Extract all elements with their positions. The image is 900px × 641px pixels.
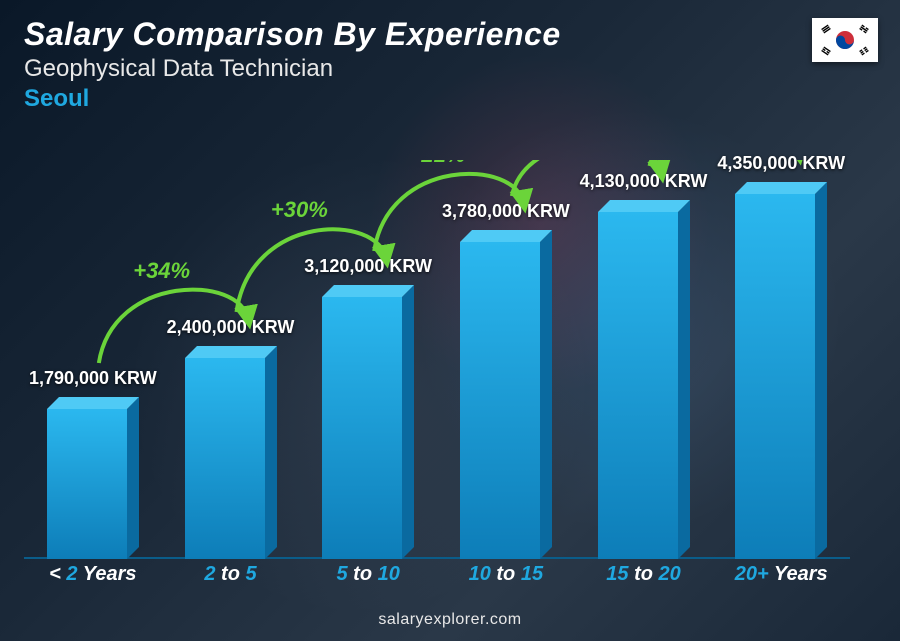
bar [322,297,414,559]
bar-value-label: 2,400,000 KRW [167,317,295,338]
title-subtitle: Geophysical Data Technician [24,55,561,83]
x-axis-label: 2 to 5 [162,563,300,593]
bar-slot: 3,120,000 KRW [299,160,437,559]
bar-top [185,346,277,358]
x-axis-label: 20+ Years [712,563,850,593]
footer-credit: salaryexplorer.com [0,611,900,629]
infographic-stage: Salary Comparison By Experience Geophysi… [0,0,900,641]
bar-value-label: 3,120,000 KRW [304,256,432,277]
bar-top [460,230,552,242]
bar-slot: 4,130,000 KRW [575,160,713,559]
bar-top [598,200,690,212]
bar-slot: 2,400,000 KRW [162,160,300,559]
bar-slot: 4,350,000 KRW [712,160,850,559]
bar-front [598,212,678,559]
bar-front [735,194,815,559]
bar-front [322,297,402,559]
x-labels-row: < 2 Years2 to 55 to 1010 to 1515 to 2020… [24,563,850,593]
bar [735,194,827,559]
bar-side [265,346,277,559]
bar-side [540,230,552,559]
bar [47,409,139,559]
bar-side [402,285,414,559]
bar-value-label: 4,350,000 KRW [717,153,845,174]
flag-south-korea [812,18,878,62]
bar-top [735,182,827,194]
x-axis-label: 5 to 10 [299,563,437,593]
x-axis-label: 15 to 20 [575,563,713,593]
title-block: Salary Comparison By Experience Geophysi… [24,16,561,113]
bar-side [678,200,690,559]
bar-front [47,409,127,559]
bar-top [47,397,139,409]
chart-area: 1,790,000 KRW 2,400,000 KRW 3,120,000 KRW 3… [24,160,850,593]
bar-slot: 1,790,000 KRW [24,160,162,559]
bar-side [815,182,827,559]
x-axis-label: < 2 Years [24,563,162,593]
bar-top [322,285,414,297]
title-main: Salary Comparison By Experience [24,16,561,53]
bar-front [185,358,265,559]
bar-front [460,242,540,559]
bar [185,358,277,559]
x-axis-label: 10 to 15 [437,563,575,593]
bar [460,242,552,559]
bar-side [127,397,139,559]
bar-slot: 3,780,000 KRW [437,160,575,559]
bar-value-label: 3,780,000 KRW [442,201,570,222]
title-location: Seoul [24,85,561,113]
bar-value-label: 1,790,000 KRW [29,368,157,389]
bar [598,212,690,559]
bars-row: 1,790,000 KRW 2,400,000 KRW 3,120,000 KRW 3… [24,160,850,559]
bar-value-label: 4,130,000 KRW [580,171,708,192]
